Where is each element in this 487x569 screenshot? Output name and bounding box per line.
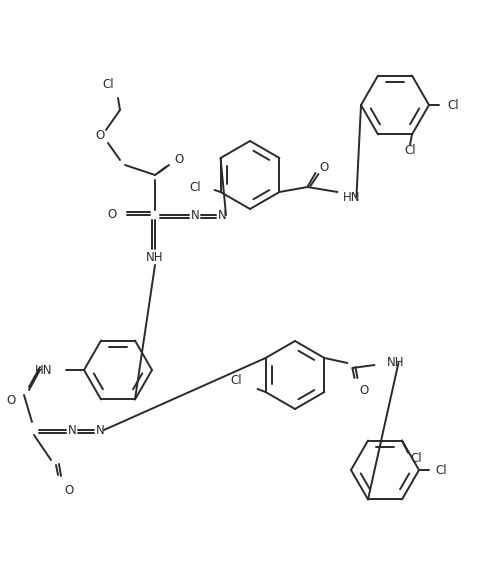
Text: O: O xyxy=(319,160,329,174)
Text: O: O xyxy=(359,385,369,398)
Text: N: N xyxy=(68,423,76,436)
Text: Cl: Cl xyxy=(230,374,242,387)
Text: Cl: Cl xyxy=(189,180,201,193)
Text: O: O xyxy=(174,152,183,166)
Text: Cl: Cl xyxy=(102,77,114,90)
Text: N: N xyxy=(218,208,226,221)
Text: O: O xyxy=(95,129,105,142)
Text: HN: HN xyxy=(35,364,52,377)
Text: Cl: Cl xyxy=(447,98,459,112)
Text: Cl: Cl xyxy=(435,464,447,476)
Text: NH: NH xyxy=(387,357,404,369)
Text: N: N xyxy=(190,208,199,221)
Text: NH: NH xyxy=(146,250,164,263)
Text: HN: HN xyxy=(342,191,360,204)
Text: O: O xyxy=(7,394,16,407)
Text: O: O xyxy=(64,484,73,497)
Text: Cl: Cl xyxy=(404,144,416,157)
Text: Cl: Cl xyxy=(410,452,422,465)
Text: O: O xyxy=(108,208,117,221)
Text: N: N xyxy=(95,423,104,436)
